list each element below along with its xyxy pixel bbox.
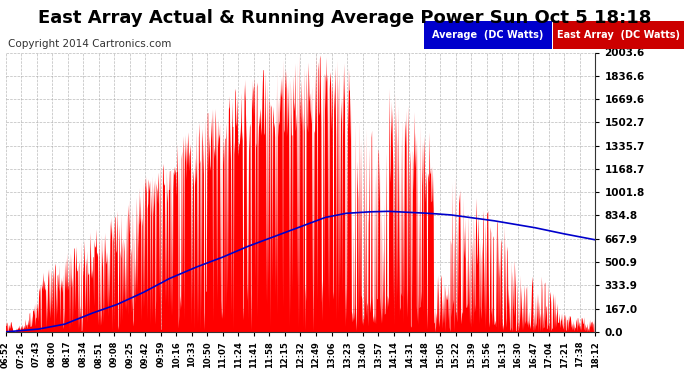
Text: East Array  (DC Watts): East Array (DC Watts) [558, 30, 680, 40]
Text: Average  (DC Watts): Average (DC Watts) [433, 30, 544, 40]
Text: East Array Actual & Running Average Power Sun Oct 5 18:18: East Array Actual & Running Average Powe… [39, 9, 651, 27]
Text: Copyright 2014 Cartronics.com: Copyright 2014 Cartronics.com [8, 39, 172, 50]
